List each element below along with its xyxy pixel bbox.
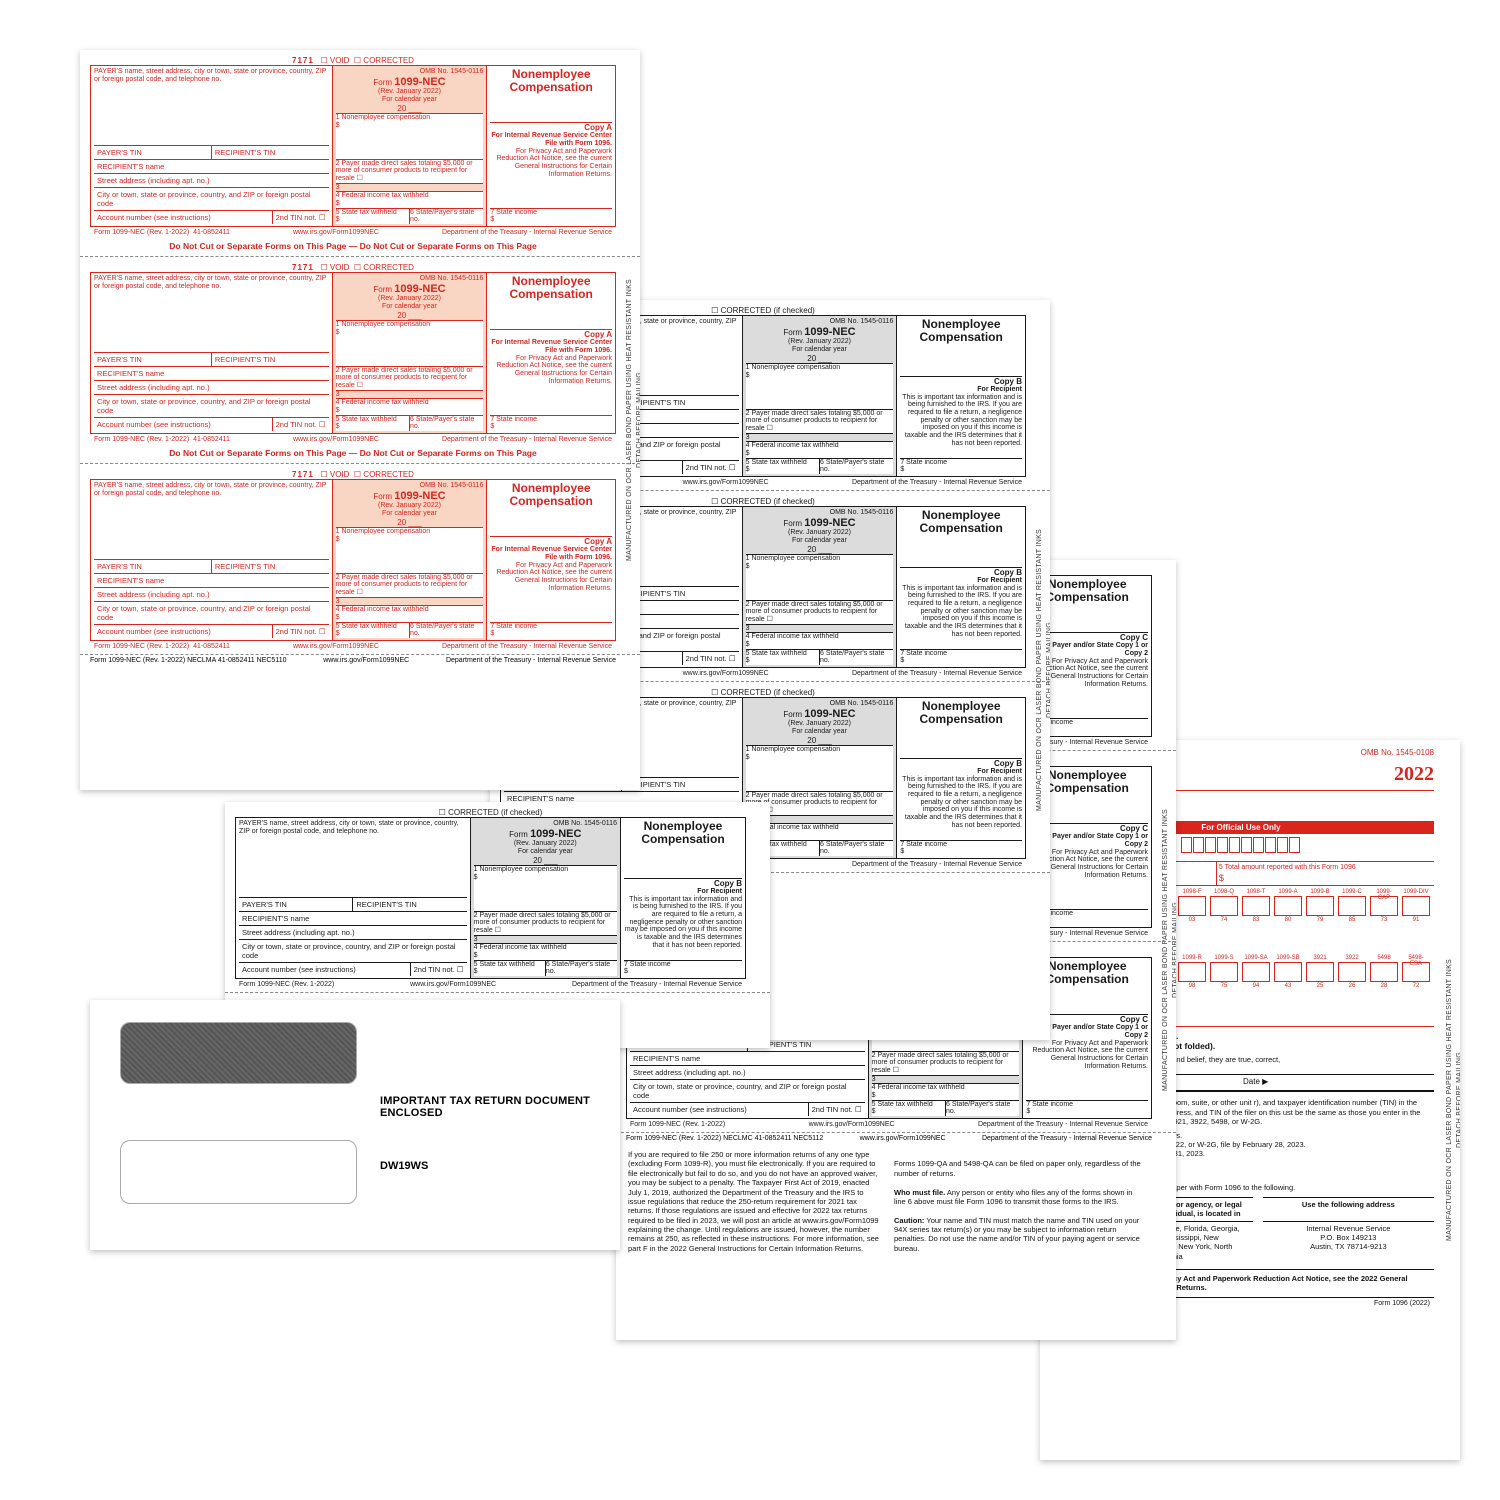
envelope-window-top [120,1022,357,1084]
f1096-foot-form: Form 1096 (2022) [1374,1300,1430,1307]
f1096-year: 2022 [1394,763,1434,786]
date-label: Date ▶ [1241,1075,1434,1088]
box-total: 5 Total amount reported with this Form 1… [1217,862,1434,873]
envelope-text: IMPORTANT TAX RETURN DOCUMENT ENCLOSED [380,1095,620,1119]
col2-head: Use the following address [1263,1197,1434,1222]
envelope: IMPORTANT TAX RETURN DOCUMENT ENCLOSED D… [90,1000,620,1250]
paper-text: MANUFACTURED ON OCR LASER BOND PAPER USI… [1446,959,1453,1241]
who-must: Who must file. [894,1188,945,1197]
addr1: Internal Revenue Service [1306,1224,1390,1233]
envelope-code: DW19WS [380,1160,428,1172]
big-para: If you are required to file 250 or more … [628,1150,879,1253]
detach-text: DETACH BEFORE MAILING [1456,1052,1460,1148]
f1096-omb: OMB No. 1545-0108 [1361,748,1434,763]
caution: Caution: [894,1216,924,1225]
addr2: P.O. Box 149213 [1320,1233,1376,1242]
qa-para: Forms 1099-QA and 5498-QA can be filed o… [894,1159,1141,1177]
envelope-window-bottom [120,1140,357,1204]
caution-body: Your name and TIN must match the name an… [894,1216,1140,1253]
copy-a-sheet: DETACH BEFORE MAILING MANUFACTURED ON OC… [80,50,640,790]
addr3: Austin, TX 78714-9213 [1310,1242,1387,1251]
